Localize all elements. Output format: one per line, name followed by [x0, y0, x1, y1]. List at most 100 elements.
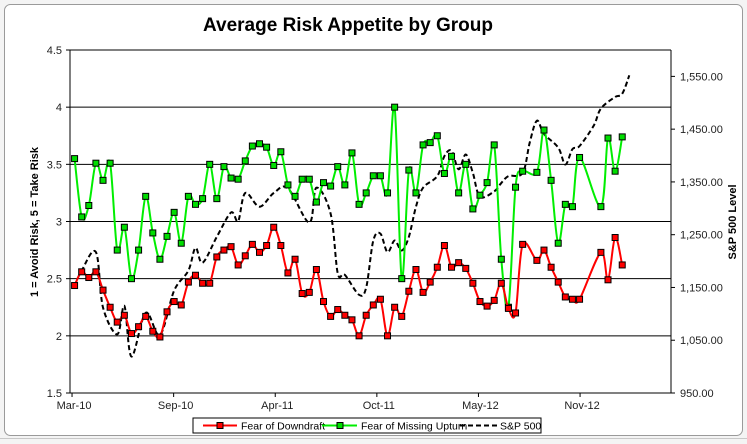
- data-point-fear-of-missing-upturn: [561, 200, 569, 208]
- chart-title: Average Risk Appetite by Group: [203, 15, 493, 36]
- data-point-fear-of-missing-upturn: [398, 275, 406, 283]
- data-point-fear-of-missing-upturn: [227, 174, 235, 182]
- data-point-fear-of-downdraft: [604, 276, 612, 284]
- y-tick-label: 2: [56, 331, 62, 343]
- axes: 1.5 2 2.5 3 3.5 4 4.5 950.00 1,050.00 1,150.00 1,2…: [47, 45, 723, 412]
- data-point-fear-of-missing-upturn: [156, 255, 164, 263]
- legend-marker-downdraft: [216, 422, 224, 429]
- data-point-fear-of-missing-upturn: [618, 133, 626, 141]
- y-tick-label: 3: [56, 217, 62, 229]
- data-point-fear-of-downdraft: [469, 279, 477, 287]
- data-point-fear-of-missing-upturn: [476, 191, 484, 199]
- data-point-fear-of-downdraft: [184, 278, 192, 286]
- data-point-fear-of-downdraft: [519, 240, 527, 248]
- data-point-fear-of-downdraft: [99, 286, 107, 294]
- data-point-fear-of-missing-upturn: [234, 175, 242, 183]
- data-point-fear-of-downdraft: [284, 269, 292, 277]
- y-axis-label: 1 = Avoid Risk, 5 = Take Risk: [29, 146, 41, 297]
- data-point-fear-of-downdraft: [412, 266, 420, 274]
- data-point-fear-of-downdraft: [113, 318, 121, 326]
- data-point-fear-of-downdraft: [391, 303, 399, 311]
- data-point-fear-of-missing-upturn: [604, 134, 612, 142]
- data-point-fear-of-downdraft: [199, 279, 207, 287]
- data-point-fear-of-downdraft: [127, 330, 135, 338]
- data-point-fear-of-missing-upturn: [440, 169, 448, 177]
- data-point-fear-of-downdraft: [576, 295, 584, 303]
- data-point-fear-of-missing-upturn: [220, 163, 228, 171]
- data-point-fear-of-missing-upturn: [163, 232, 171, 240]
- data-point-fear-of-downdraft: [568, 295, 576, 303]
- legend-box: [192, 417, 542, 434]
- data-point-fear-of-missing-upturn: [99, 176, 107, 184]
- data-point-fear-of-missing-upturn: [85, 201, 93, 209]
- data-point-fear-of-missing-upturn: [320, 179, 328, 187]
- y2-tick-label: 1,150.00: [680, 282, 723, 294]
- data-point-fear-of-downdraft: [561, 293, 569, 301]
- data-point-fear-of-missing-upturn: [384, 189, 392, 197]
- data-point-fear-of-downdraft: [448, 263, 456, 271]
- data-point-fear-of-downdraft: [462, 264, 470, 272]
- data-point-fear-of-missing-upturn: [547, 176, 555, 184]
- data-point-fear-of-downdraft: [348, 316, 356, 324]
- data-point-fear-of-missing-upturn: [490, 141, 498, 149]
- data-point-fear-of-downdraft: [92, 268, 100, 276]
- data-point-fear-of-downdraft: [533, 256, 541, 264]
- data-point-fear-of-downdraft: [106, 303, 114, 311]
- data-point-fear-of-missing-upturn: [120, 223, 128, 231]
- data-point-fear-of-missing-upturn: [191, 200, 199, 208]
- data-point-fear-of-downdraft: [512, 309, 520, 317]
- data-point-fear-of-missing-upturn: [433, 132, 441, 140]
- data-point-fear-of-downdraft: [426, 278, 434, 286]
- data-point-fear-of-missing-upturn: [405, 166, 413, 174]
- data-point-fear-of-downdraft: [291, 255, 299, 263]
- data-point-fear-of-downdraft: [177, 301, 185, 309]
- data-point-fear-of-missing-upturn: [519, 167, 527, 175]
- data-point-fear-of-downdraft: [398, 312, 406, 320]
- y-tick-label: 1.5: [47, 388, 62, 400]
- x-tick-label: Nov-12: [564, 400, 599, 412]
- data-point-fear-of-missing-upturn: [334, 163, 342, 171]
- data-point-fear-of-missing-upturn: [348, 149, 356, 157]
- data-point-fear-of-missing-upturn: [341, 181, 349, 189]
- data-point-fear-of-missing-upturn: [213, 195, 221, 203]
- data-point-fear-of-missing-upturn: [469, 205, 477, 213]
- data-point-fear-of-missing-upturn: [611, 167, 619, 175]
- data-point-fear-of-downdraft: [320, 298, 328, 306]
- data-point-fear-of-missing-upturn: [170, 208, 178, 216]
- legend: Fear of Downdraft Fear of Missing Upturn…: [192, 417, 542, 434]
- data-point-fear-of-downdraft: [362, 311, 370, 319]
- data-point-fear-of-downdraft: [305, 288, 313, 296]
- data-point-fear-of-missing-upturn: [277, 148, 285, 156]
- x-tick-label: Oct-11: [363, 400, 395, 412]
- data-point-fear-of-missing-upturn: [576, 153, 584, 161]
- data-point-fear-of-downdraft: [170, 298, 178, 306]
- data-point-fear-of-missing-upturn: [376, 172, 384, 180]
- x-tick-label: Apr-11: [261, 400, 293, 412]
- data-point-fear-of-downdraft: [227, 243, 235, 251]
- legend-label-missing-upturn: Fear of Missing Upturn: [361, 421, 467, 433]
- data-point-fear-of-missing-upturn: [199, 195, 207, 203]
- data-point-fear-of-missing-upturn: [419, 141, 427, 149]
- data-point-fear-of-missing-upturn: [177, 239, 185, 247]
- data-point-fear-of-missing-upturn: [327, 182, 335, 190]
- y2-tick-label: 1,350.00: [680, 177, 723, 189]
- data-point-fear-of-downdraft: [455, 259, 463, 267]
- data-point-fear-of-downdraft: [248, 240, 256, 248]
- data-point-fear-of-missing-upturn: [184, 192, 192, 200]
- data-point-fear-of-missing-upturn: [71, 155, 79, 163]
- data-point-fear-of-downdraft: [504, 304, 512, 312]
- y2-tick-label: 1,050.00: [680, 335, 723, 347]
- data-point-fear-of-missing-upturn: [512, 183, 520, 191]
- data-point-fear-of-downdraft: [405, 287, 413, 295]
- data-point-fear-of-missing-upturn: [568, 203, 576, 211]
- data-point-fear-of-downdraft: [547, 263, 555, 271]
- data-point-fear-of-downdraft: [618, 261, 626, 269]
- data-point-fear-of-downdraft: [135, 323, 143, 331]
- data-point-fear-of-downdraft: [191, 271, 199, 279]
- data-point-fear-of-missing-upturn: [448, 152, 456, 160]
- data-point-fear-of-downdraft: [490, 296, 498, 304]
- y2-tick-label: 950.00: [680, 388, 714, 400]
- data-point-fear-of-downdraft: [156, 333, 164, 341]
- data-point-fear-of-missing-upturn: [391, 103, 399, 111]
